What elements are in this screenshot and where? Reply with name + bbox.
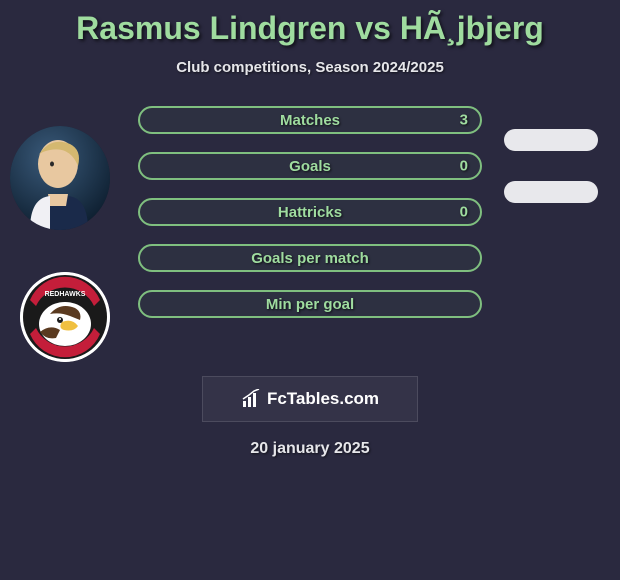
stat-bar: Min per goal bbox=[138, 290, 482, 318]
chart-icon bbox=[241, 389, 261, 409]
stat-bar-label: Goals bbox=[289, 158, 331, 175]
team-logo: REDHAWKS bbox=[20, 272, 110, 362]
stat-bar-value: 3 bbox=[460, 112, 468, 129]
stat-bar-label: Min per goal bbox=[266, 296, 354, 313]
stat-bar-value: 0 bbox=[460, 158, 468, 175]
svg-text:REDHAWKS: REDHAWKS bbox=[45, 291, 86, 298]
stat-bar: Goals 0 bbox=[138, 152, 482, 180]
page-title: Rasmus Lindgren vs HÃ¸jbjerg bbox=[0, 0, 620, 47]
page-subtitle: Club competitions, Season 2024/2025 bbox=[0, 59, 620, 76]
player-avatar bbox=[10, 126, 110, 230]
stat-bars: Matches 3 Goals 0 Hattricks 0 Goals per match M… bbox=[138, 106, 482, 318]
footer-date: 20 january 2025 bbox=[0, 440, 620, 458]
stat-bar: Hattricks 0 bbox=[138, 198, 482, 226]
footer-brand-text: FcTables.com bbox=[267, 389, 379, 409]
stat-bar-label: Goals per match bbox=[251, 250, 369, 267]
comparison-pill bbox=[504, 129, 598, 151]
team-logo-image: REDHAWKS bbox=[20, 272, 110, 362]
stat-bar-label: Hattricks bbox=[278, 204, 342, 221]
footer-brand-box: FcTables.com bbox=[202, 376, 418, 422]
stat-bar-value: 0 bbox=[460, 204, 468, 221]
stat-bar: Matches 3 bbox=[138, 106, 482, 134]
player-avatar-image bbox=[10, 126, 110, 230]
stat-bar: Goals per match bbox=[138, 244, 482, 272]
stat-bar-label: Matches bbox=[280, 112, 340, 129]
comparison-pill bbox=[504, 181, 598, 203]
